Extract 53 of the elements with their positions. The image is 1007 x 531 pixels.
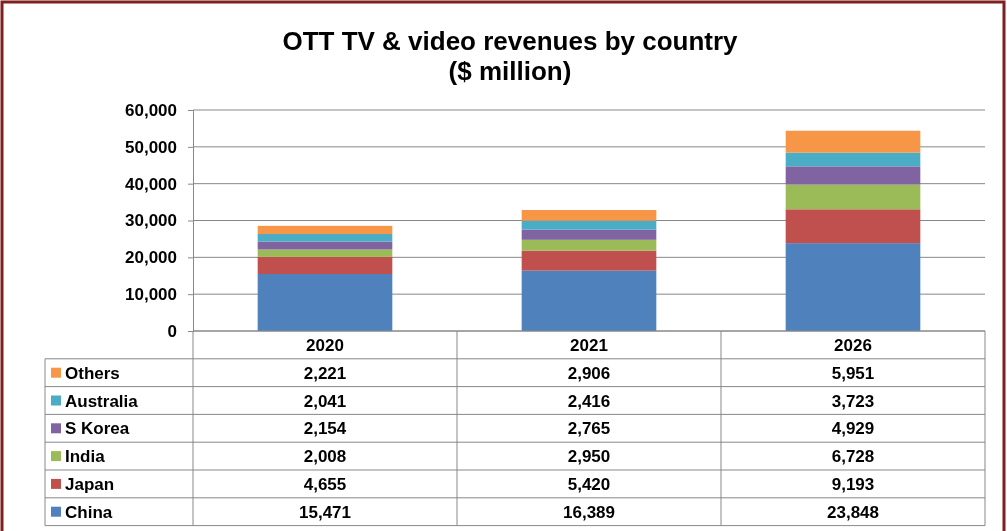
data-label: 4,655 <box>303 474 347 494</box>
legend-label: S Korea <box>65 419 130 439</box>
bar <box>521 229 657 240</box>
data-label: 6,728 <box>831 447 875 467</box>
bar <box>521 210 657 221</box>
data-label: 2,950 <box>567 447 611 467</box>
legend-label: Japan <box>65 474 115 494</box>
bar <box>521 270 657 331</box>
x-tick-label: 2021 <box>570 335 608 355</box>
y-tick-label: 40,000 <box>125 174 177 194</box>
data-label: 2,041 <box>303 391 347 411</box>
data-label: 2,906 <box>567 363 611 383</box>
bar <box>257 274 393 331</box>
data-label: 3,723 <box>831 391 875 411</box>
bar <box>257 225 393 235</box>
y-tick-label: 50,000 <box>125 137 177 157</box>
data-label: 4,929 <box>831 419 875 439</box>
data-label: 2,154 <box>303 419 347 439</box>
bar <box>521 220 657 230</box>
bar <box>785 209 921 244</box>
data-label: 5,420 <box>567 474 611 494</box>
y-tick-label: 30,000 <box>125 211 177 231</box>
data-label: 16,389 <box>563 502 615 522</box>
y-tick-label: 0 <box>167 321 177 341</box>
data-label: 2,765 <box>567 419 611 439</box>
bar <box>521 250 657 271</box>
data-label: 2,221 <box>303 363 347 383</box>
bar <box>785 184 921 210</box>
chart-subtitle: ($ million) <box>448 56 572 86</box>
x-tick-label: 2026 <box>834 335 872 355</box>
data-label: 23,848 <box>827 502 879 522</box>
legend-label: Others <box>65 363 120 383</box>
legend-label: Australia <box>65 391 139 411</box>
x-tick-label: 2020 <box>306 335 344 355</box>
bar <box>257 249 393 257</box>
chart-title: OTT TV & video revenues by country <box>282 26 739 56</box>
y-tick-label: 20,000 <box>125 248 177 268</box>
bar <box>785 243 921 331</box>
bar <box>521 239 657 251</box>
legend-label: China <box>65 502 113 522</box>
data-label: 5,951 <box>831 363 875 383</box>
bar <box>257 256 393 275</box>
data-label: 15,471 <box>299 502 351 522</box>
data-label: 9,193 <box>831 474 875 494</box>
bar <box>785 152 921 167</box>
y-tick-label: 10,000 <box>125 285 177 305</box>
data-label: 2,416 <box>567 391 611 411</box>
data-label: 2,008 <box>303 447 347 467</box>
bar <box>257 234 393 242</box>
y-tick-label: 60,000 <box>125 100 177 120</box>
bar <box>785 166 921 185</box>
legend-label: India <box>65 447 106 467</box>
bar <box>785 130 921 153</box>
